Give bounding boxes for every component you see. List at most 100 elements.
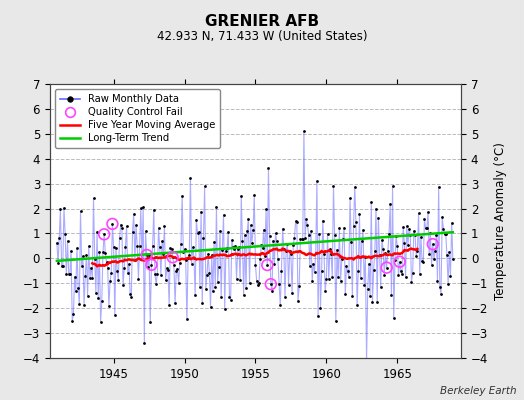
Point xyxy=(184,255,192,261)
Point xyxy=(86,275,94,281)
Point xyxy=(60,204,68,211)
Point xyxy=(125,261,133,267)
Point xyxy=(350,222,358,229)
Point xyxy=(110,244,118,250)
Point xyxy=(126,290,134,297)
Point xyxy=(210,238,219,245)
Point xyxy=(183,316,191,323)
Point xyxy=(429,241,437,247)
Point xyxy=(258,244,267,251)
Point xyxy=(213,279,222,286)
Point xyxy=(305,263,314,270)
Point xyxy=(72,288,80,294)
Point xyxy=(405,225,413,232)
Point xyxy=(433,278,442,284)
Point xyxy=(263,262,271,268)
Point xyxy=(343,268,352,274)
Point xyxy=(328,274,336,280)
Point xyxy=(91,256,99,262)
Point xyxy=(130,257,139,264)
Point xyxy=(69,311,78,318)
Point xyxy=(340,224,348,231)
Point xyxy=(413,248,422,254)
Point xyxy=(250,192,258,198)
Point xyxy=(332,318,340,324)
Point xyxy=(401,274,410,280)
Point xyxy=(211,284,220,290)
Point xyxy=(92,289,100,296)
Point xyxy=(411,232,419,238)
Point xyxy=(68,317,77,324)
Point xyxy=(380,272,388,278)
Point xyxy=(373,298,381,305)
Point xyxy=(229,244,237,250)
Point xyxy=(55,234,63,241)
Point xyxy=(254,282,262,288)
Point xyxy=(132,222,140,228)
Point xyxy=(374,214,383,221)
Point xyxy=(394,272,402,278)
Legend: Raw Monthly Data, Quality Control Fail, Five Year Moving Average, Long-Term Tren: Raw Monthly Data, Quality Control Fail, … xyxy=(55,89,220,148)
Point xyxy=(186,174,194,181)
Point xyxy=(141,228,150,234)
Point xyxy=(102,259,111,265)
Point xyxy=(62,271,71,277)
Point xyxy=(148,243,157,249)
Point xyxy=(155,225,163,231)
Point xyxy=(231,242,239,249)
Point xyxy=(444,280,452,287)
Point xyxy=(356,275,365,282)
Point xyxy=(324,276,333,283)
Point xyxy=(217,294,225,300)
Point xyxy=(430,256,438,262)
Point xyxy=(104,265,112,271)
Point xyxy=(99,249,107,255)
Point xyxy=(299,236,307,242)
Point xyxy=(396,258,404,265)
Point xyxy=(221,306,229,312)
Point xyxy=(241,232,249,239)
Point xyxy=(304,232,313,238)
Point xyxy=(164,267,172,274)
Point xyxy=(156,244,164,250)
Point xyxy=(80,301,88,308)
Point xyxy=(227,237,236,243)
Point xyxy=(267,281,275,287)
Point xyxy=(307,228,315,235)
Point xyxy=(429,241,437,247)
Point xyxy=(400,240,409,247)
Point xyxy=(285,282,293,288)
Point xyxy=(342,263,351,270)
Point xyxy=(392,233,400,239)
Point xyxy=(169,254,177,260)
Point xyxy=(290,235,299,241)
Point xyxy=(280,246,288,252)
Point xyxy=(329,183,337,190)
Point xyxy=(180,246,189,252)
Point xyxy=(246,222,255,229)
Point xyxy=(185,252,193,258)
Point xyxy=(321,288,330,294)
Point xyxy=(283,240,291,247)
Point xyxy=(372,206,380,212)
Point xyxy=(352,219,360,225)
Point xyxy=(96,318,105,325)
Point xyxy=(79,253,87,260)
Point xyxy=(337,256,346,262)
Point xyxy=(239,292,248,298)
Point xyxy=(147,262,156,268)
Point xyxy=(366,292,374,299)
Point xyxy=(275,280,283,287)
Point xyxy=(212,204,221,210)
Point xyxy=(181,256,190,263)
Point xyxy=(440,231,449,238)
Point xyxy=(108,221,117,227)
Point xyxy=(236,277,244,283)
Point xyxy=(75,301,83,308)
Point xyxy=(178,193,187,200)
Point xyxy=(383,264,391,271)
Point xyxy=(282,248,290,254)
Point xyxy=(150,207,158,213)
Point xyxy=(289,241,298,248)
Point xyxy=(348,293,356,300)
